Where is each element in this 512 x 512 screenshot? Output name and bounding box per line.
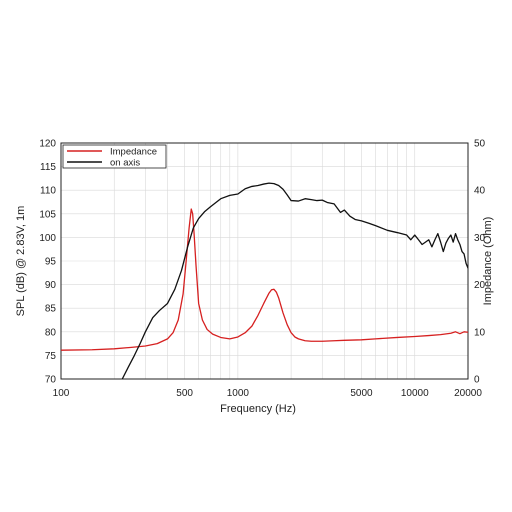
x-tick-label: 5000 (350, 388, 373, 399)
y-tick-label-left: 80 (45, 327, 57, 338)
y-tick-label-left: 90 (45, 280, 57, 291)
y-tick-label-right: 10 (474, 327, 486, 338)
y-axis-title-right: Impedance (Ohm) (482, 217, 494, 306)
legend: Impedance on axis (62, 144, 167, 169)
legend-label-on-axis: on axis (110, 158, 140, 169)
y-tick-label-left: 110 (40, 186, 56, 197)
y-tick-label-left: 120 (39, 139, 56, 150)
x-tick-label: 1000 (227, 388, 250, 399)
x-axis-title: Frequency (Hz) (220, 403, 296, 415)
y-tick-label-left: 100 (39, 233, 56, 244)
y-tick-label-left: 95 (45, 257, 57, 268)
y-tick-label-left: 115 (40, 162, 56, 173)
grid (61, 143, 468, 379)
y-tick-label-left: 75 (45, 351, 57, 362)
y-tick-label-left: 70 (45, 375, 57, 386)
y-tick-label-right: 30 (474, 233, 486, 244)
y-tick-label-left: 85 (45, 304, 57, 315)
x-tick-label: 20000 (454, 388, 482, 399)
on-axis-line (121, 182, 468, 379)
y-axis-title-left: SPL (dB) @ 2.83V, 1m (15, 206, 27, 317)
impedance-line (61, 208, 468, 351)
y-tick-label-right: 40 (474, 186, 486, 197)
y-tick-label-right: 50 (474, 139, 486, 150)
series-layer (61, 182, 468, 379)
y-tick-label-left: 105 (39, 209, 56, 220)
x-tick-label: 500 (176, 388, 193, 399)
legend-label-impedance: Impedance (110, 147, 157, 158)
tick-labels: 100 500 1000 5000 10000 200007075808590951001… (39, 139, 485, 400)
x-tick-label: 10000 (401, 388, 429, 399)
y-tick-label-right: 20 (474, 280, 486, 291)
plot-area (60, 142, 469, 380)
x-tick-label: 100 (53, 388, 70, 399)
y-tick-label-right: 0 (474, 375, 480, 386)
